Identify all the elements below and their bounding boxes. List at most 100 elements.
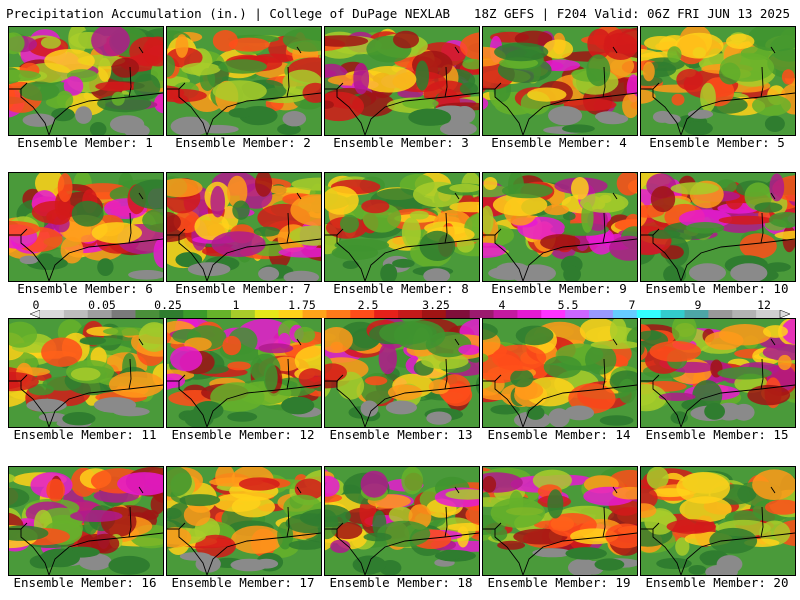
colorbar-bin: [278, 310, 304, 318]
colorbar-tick: 5.5: [557, 298, 579, 312]
ensemble-map-panel: [166, 466, 322, 576]
model-run-valid-time: 18Z GEFS | F204 Valid: 06Z FRI JUN 13 20…: [473, 6, 790, 21]
ensemble-member-label: Ensemble Member: 18: [329, 575, 473, 590]
boundary-lines: [325, 192, 479, 281]
ensemble-member-label: Ensemble Member: 20: [645, 575, 789, 590]
boundary-lines: [641, 486, 795, 575]
colorbar-bin: [183, 310, 208, 318]
colorbar-tick: 0.25: [154, 298, 182, 312]
boundary-lines: [325, 486, 479, 575]
ensemble-member-label: Ensemble Member: 7: [175, 281, 311, 296]
colorbar-max-arrow: [779, 310, 790, 318]
precip-map: [641, 173, 795, 281]
colorbar-bin: [374, 310, 399, 318]
colorbar-tick: 0.05: [88, 298, 116, 312]
ensemble-member-label: Ensemble Member: 13: [329, 427, 473, 442]
precip-map: [167, 467, 321, 575]
ensemble-map-panel: [324, 172, 480, 282]
colorbar-bin: [636, 310, 662, 318]
ensemble-member-label: Ensemble Member: 9: [491, 281, 627, 296]
colorbar-tick: 9: [694, 298, 702, 312]
precip-map: [483, 467, 637, 575]
colorbar-bin: [40, 310, 65, 318]
precip-map: [483, 173, 637, 281]
precip-map: [483, 319, 637, 427]
map-title: Precipitation Accumulation (in.) | Colle…: [6, 6, 451, 21]
precip-map: [9, 27, 163, 135]
boundary-lines: [9, 192, 163, 281]
colorbar-bin: [159, 310, 184, 318]
colorbar-bin: [541, 310, 566, 318]
boundary-lines: [9, 46, 163, 135]
boundary-lines: [641, 46, 795, 135]
colorbar-bin: [493, 310, 518, 318]
precip-map: [9, 173, 163, 281]
ensemble-member-label: Ensemble Member: 6: [17, 281, 153, 296]
colorbar-bin: [517, 310, 542, 318]
colorbar-bin: [445, 310, 471, 318]
ensemble-map-panel: [482, 466, 638, 576]
colorbar-bin: [87, 310, 113, 318]
colorbar-bin: [756, 310, 781, 318]
colorbar-strip: [30, 310, 790, 318]
ensemble-map-panel: [640, 172, 796, 282]
precip-map: [167, 173, 321, 281]
boundary-lines: [483, 486, 637, 575]
colorbar-bin: [230, 310, 256, 318]
boundary-lines: [167, 338, 321, 427]
ensemble-member-label: Ensemble Member: 15: [645, 427, 789, 442]
ensemble-map-panel: [324, 26, 480, 136]
precip-map: [641, 467, 795, 575]
ensemble-map-panel: [8, 318, 164, 428]
ensemble-member-label: Ensemble Member: 5: [649, 135, 785, 150]
boundary-lines: [325, 338, 479, 427]
colorbar-bin: [350, 310, 375, 318]
colorbar-bin: [732, 310, 757, 318]
ensemble-map-panel: [640, 466, 796, 576]
ensemble-map-panel: [482, 26, 638, 136]
colorbar-bin: [302, 310, 327, 318]
colorbar-bin: [589, 310, 614, 318]
precip-map: [641, 27, 795, 135]
boundary-lines: [483, 338, 637, 427]
precip-map: [325, 319, 479, 427]
boundary-lines: [9, 486, 163, 575]
ensemble-map-panel: [640, 318, 796, 428]
colorbar-bin: [469, 310, 495, 318]
colorbar-min-arrow: [30, 310, 41, 318]
colorbar-bin: [565, 310, 590, 318]
colorbar-tick: 12: [757, 298, 771, 312]
ensemble-map-panel: [166, 26, 322, 136]
ensemble-map-panel: [640, 26, 796, 136]
colorbar-bin: [612, 310, 638, 318]
ensemble-map-panel: [8, 466, 164, 576]
colorbar-bin: [684, 310, 709, 318]
ensemble-map-panel: [8, 26, 164, 136]
ensemble-map-panel: [8, 172, 164, 282]
ensemble-member-label: Ensemble Member: 4: [491, 135, 627, 150]
colorbar-bin: [398, 310, 423, 318]
ensemble-member-label: Ensemble Member: 17: [171, 575, 315, 590]
colorbar-tick: 1: [232, 298, 240, 312]
ensemble-member-label: Ensemble Member: 10: [645, 281, 789, 296]
precip-map: [167, 319, 321, 427]
colorbar-tick: 4: [498, 298, 506, 312]
ensemble-member-label: Ensemble Member: 12: [171, 427, 315, 442]
colorbar-bin: [207, 310, 232, 318]
ensemble-member-label: Ensemble Member: 2: [175, 135, 311, 150]
boundary-lines: [641, 338, 795, 427]
precip-map: [641, 319, 795, 427]
ensemble-member-label: Ensemble Member: 3: [333, 135, 469, 150]
ensemble-map-panel: [166, 172, 322, 282]
precip-map: [325, 173, 479, 281]
ensemble-member-label: Ensemble Member: 19: [487, 575, 631, 590]
boundary-lines: [167, 46, 321, 135]
boundary-lines: [483, 46, 637, 135]
ensemble-member-label: Ensemble Member: 1: [17, 135, 153, 150]
ensemble-map-panel: [324, 318, 480, 428]
boundary-lines: [167, 192, 321, 281]
colorbar-bin: [421, 310, 447, 318]
colorbar-bin: [135, 310, 160, 318]
boundary-lines: [325, 46, 479, 135]
precip-map: [325, 27, 479, 135]
